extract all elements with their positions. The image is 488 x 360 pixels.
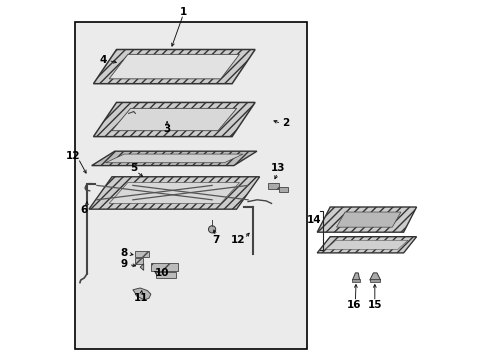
Polygon shape [105, 154, 243, 163]
Text: 2: 2 [282, 118, 289, 129]
Text: 16: 16 [346, 300, 361, 310]
Polygon shape [317, 237, 416, 253]
Bar [370, 279, 379, 282]
Polygon shape [336, 212, 400, 227]
Text: 12: 12 [66, 150, 81, 161]
Polygon shape [325, 240, 407, 249]
Bar [134, 258, 142, 264]
Polygon shape [140, 264, 143, 270]
Polygon shape [112, 108, 236, 131]
Bar [352, 279, 359, 282]
Bar [278, 187, 287, 192]
Bar [267, 183, 278, 189]
Circle shape [208, 226, 215, 233]
Bar [75, 22, 307, 349]
Text: 15: 15 [367, 300, 381, 310]
Text: 7: 7 [212, 235, 219, 245]
Polygon shape [109, 54, 239, 79]
Text: 8: 8 [120, 248, 127, 258]
Bar [156, 272, 176, 278]
Polygon shape [317, 207, 416, 232]
Polygon shape [93, 50, 255, 84]
Text: 6: 6 [81, 204, 88, 215]
Text: 13: 13 [270, 163, 285, 173]
Polygon shape [91, 151, 256, 166]
Bar [151, 263, 178, 271]
Text: 14: 14 [306, 215, 321, 225]
Bar [134, 251, 149, 257]
Polygon shape [109, 183, 239, 203]
Polygon shape [133, 288, 151, 300]
Polygon shape [93, 102, 255, 136]
Polygon shape [352, 273, 359, 280]
Text: 12: 12 [230, 235, 245, 245]
Text: 9: 9 [120, 258, 127, 269]
Polygon shape [89, 177, 259, 209]
Text: 4: 4 [100, 55, 107, 66]
Text: 5: 5 [130, 163, 137, 173]
Text: 3: 3 [163, 124, 170, 134]
Text: 1: 1 [179, 6, 186, 17]
Text: 11: 11 [134, 293, 148, 303]
Text: 10: 10 [154, 268, 169, 278]
Polygon shape [369, 273, 380, 280]
